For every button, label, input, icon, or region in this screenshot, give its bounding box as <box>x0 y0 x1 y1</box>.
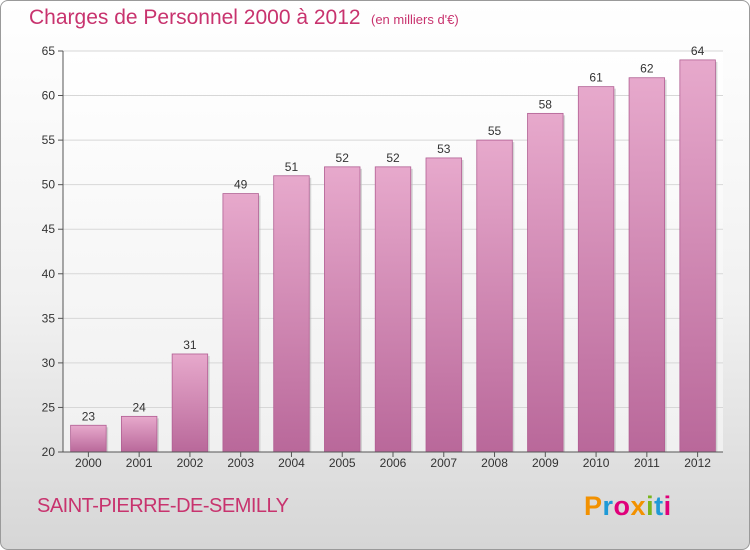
bar-2004 <box>273 175 310 453</box>
chart-subtitle: (en milliers d'€) <box>371 12 459 27</box>
data-label-2001: 24 <box>132 400 146 414</box>
bar-2011 <box>628 77 666 453</box>
x-tick-label-2009: 2009 <box>532 456 559 470</box>
data-label-2007: 53 <box>437 142 451 156</box>
x-tick-label-2005: 2005 <box>329 456 356 470</box>
bar-2000 <box>70 424 107 453</box>
bar-2005 <box>324 166 361 453</box>
x-tick-label-2011: 2011 <box>634 456 660 470</box>
bar-2008 <box>476 139 513 453</box>
x-tick-label-2006: 2006 <box>380 456 407 470</box>
data-label-2011: 62 <box>640 62 654 76</box>
x-tick-label-2000: 2000 <box>75 456 102 470</box>
x-tick-label-2004: 2004 <box>278 456 305 470</box>
data-label-2012: 64 <box>691 44 705 58</box>
bar-2001 <box>120 415 158 453</box>
y-tick-label: 55 <box>42 133 56 147</box>
y-tick-label: 45 <box>42 222 56 236</box>
logo-letter: i <box>646 491 655 521</box>
data-label-2004: 51 <box>285 160 299 174</box>
y-tick-label: 25 <box>42 400 56 414</box>
bars: 23 24 31 49 51 52 52 53 55 58 61 62 64 <box>70 44 718 453</box>
logo-letter: t <box>654 491 664 521</box>
x-tick-label-2002: 2002 <box>177 456 204 470</box>
x-tick-label-2010: 2010 <box>583 456 610 470</box>
y-tick-label: 60 <box>42 89 56 103</box>
bar-2002 <box>171 353 209 453</box>
x-tick-label-2003: 2003 <box>227 456 254 470</box>
bar-2009 <box>527 112 564 453</box>
logo-letter: r <box>602 491 614 521</box>
x-tick-label-2007: 2007 <box>430 456 457 470</box>
y-tick-label: 65 <box>42 44 56 58</box>
data-label-2000: 23 <box>82 409 96 423</box>
bar-2006 <box>374 166 412 453</box>
data-label-2002: 31 <box>183 338 197 352</box>
logo-letter: i <box>663 491 672 521</box>
proxiti-logo[interactable]: Proxiti <box>584 491 672 522</box>
data-label-2003: 49 <box>234 178 248 192</box>
bar-2007 <box>425 157 462 453</box>
data-label-2006: 52 <box>386 151 400 165</box>
logo-letter: o <box>613 491 631 521</box>
chart-title: Charges de Personnel 2000 à 2012 <box>29 6 361 29</box>
y-tick-label: 30 <box>42 356 56 370</box>
data-label-2008: 55 <box>488 124 502 138</box>
x-tick-label-2008: 2008 <box>481 456 508 470</box>
data-label-2010: 61 <box>589 71 603 85</box>
bar-2012 <box>679 59 716 453</box>
data-label-2009: 58 <box>539 97 553 111</box>
y-tick-label: 40 <box>42 267 56 281</box>
logo-letter: P <box>584 491 603 521</box>
axes: 20 25 30 35 40 45 50 55 60 65 2000 2001 2002 2003 2004… <box>42 44 723 470</box>
y-tick-label: 20 <box>42 445 56 459</box>
x-tick-label-2012: 2012 <box>684 456 711 470</box>
x-tick-label-2001: 2001 <box>126 456 153 470</box>
logo-letter: x <box>630 491 647 521</box>
bar-2010 <box>577 86 615 453</box>
y-tick-label: 35 <box>42 311 56 325</box>
commune-name: SAINT-PIERRE-DE-SEMILLY <box>37 495 289 517</box>
data-label-2005: 52 <box>336 151 350 165</box>
bar-2003 <box>222 193 259 453</box>
y-tick-label: 50 <box>42 178 56 192</box>
